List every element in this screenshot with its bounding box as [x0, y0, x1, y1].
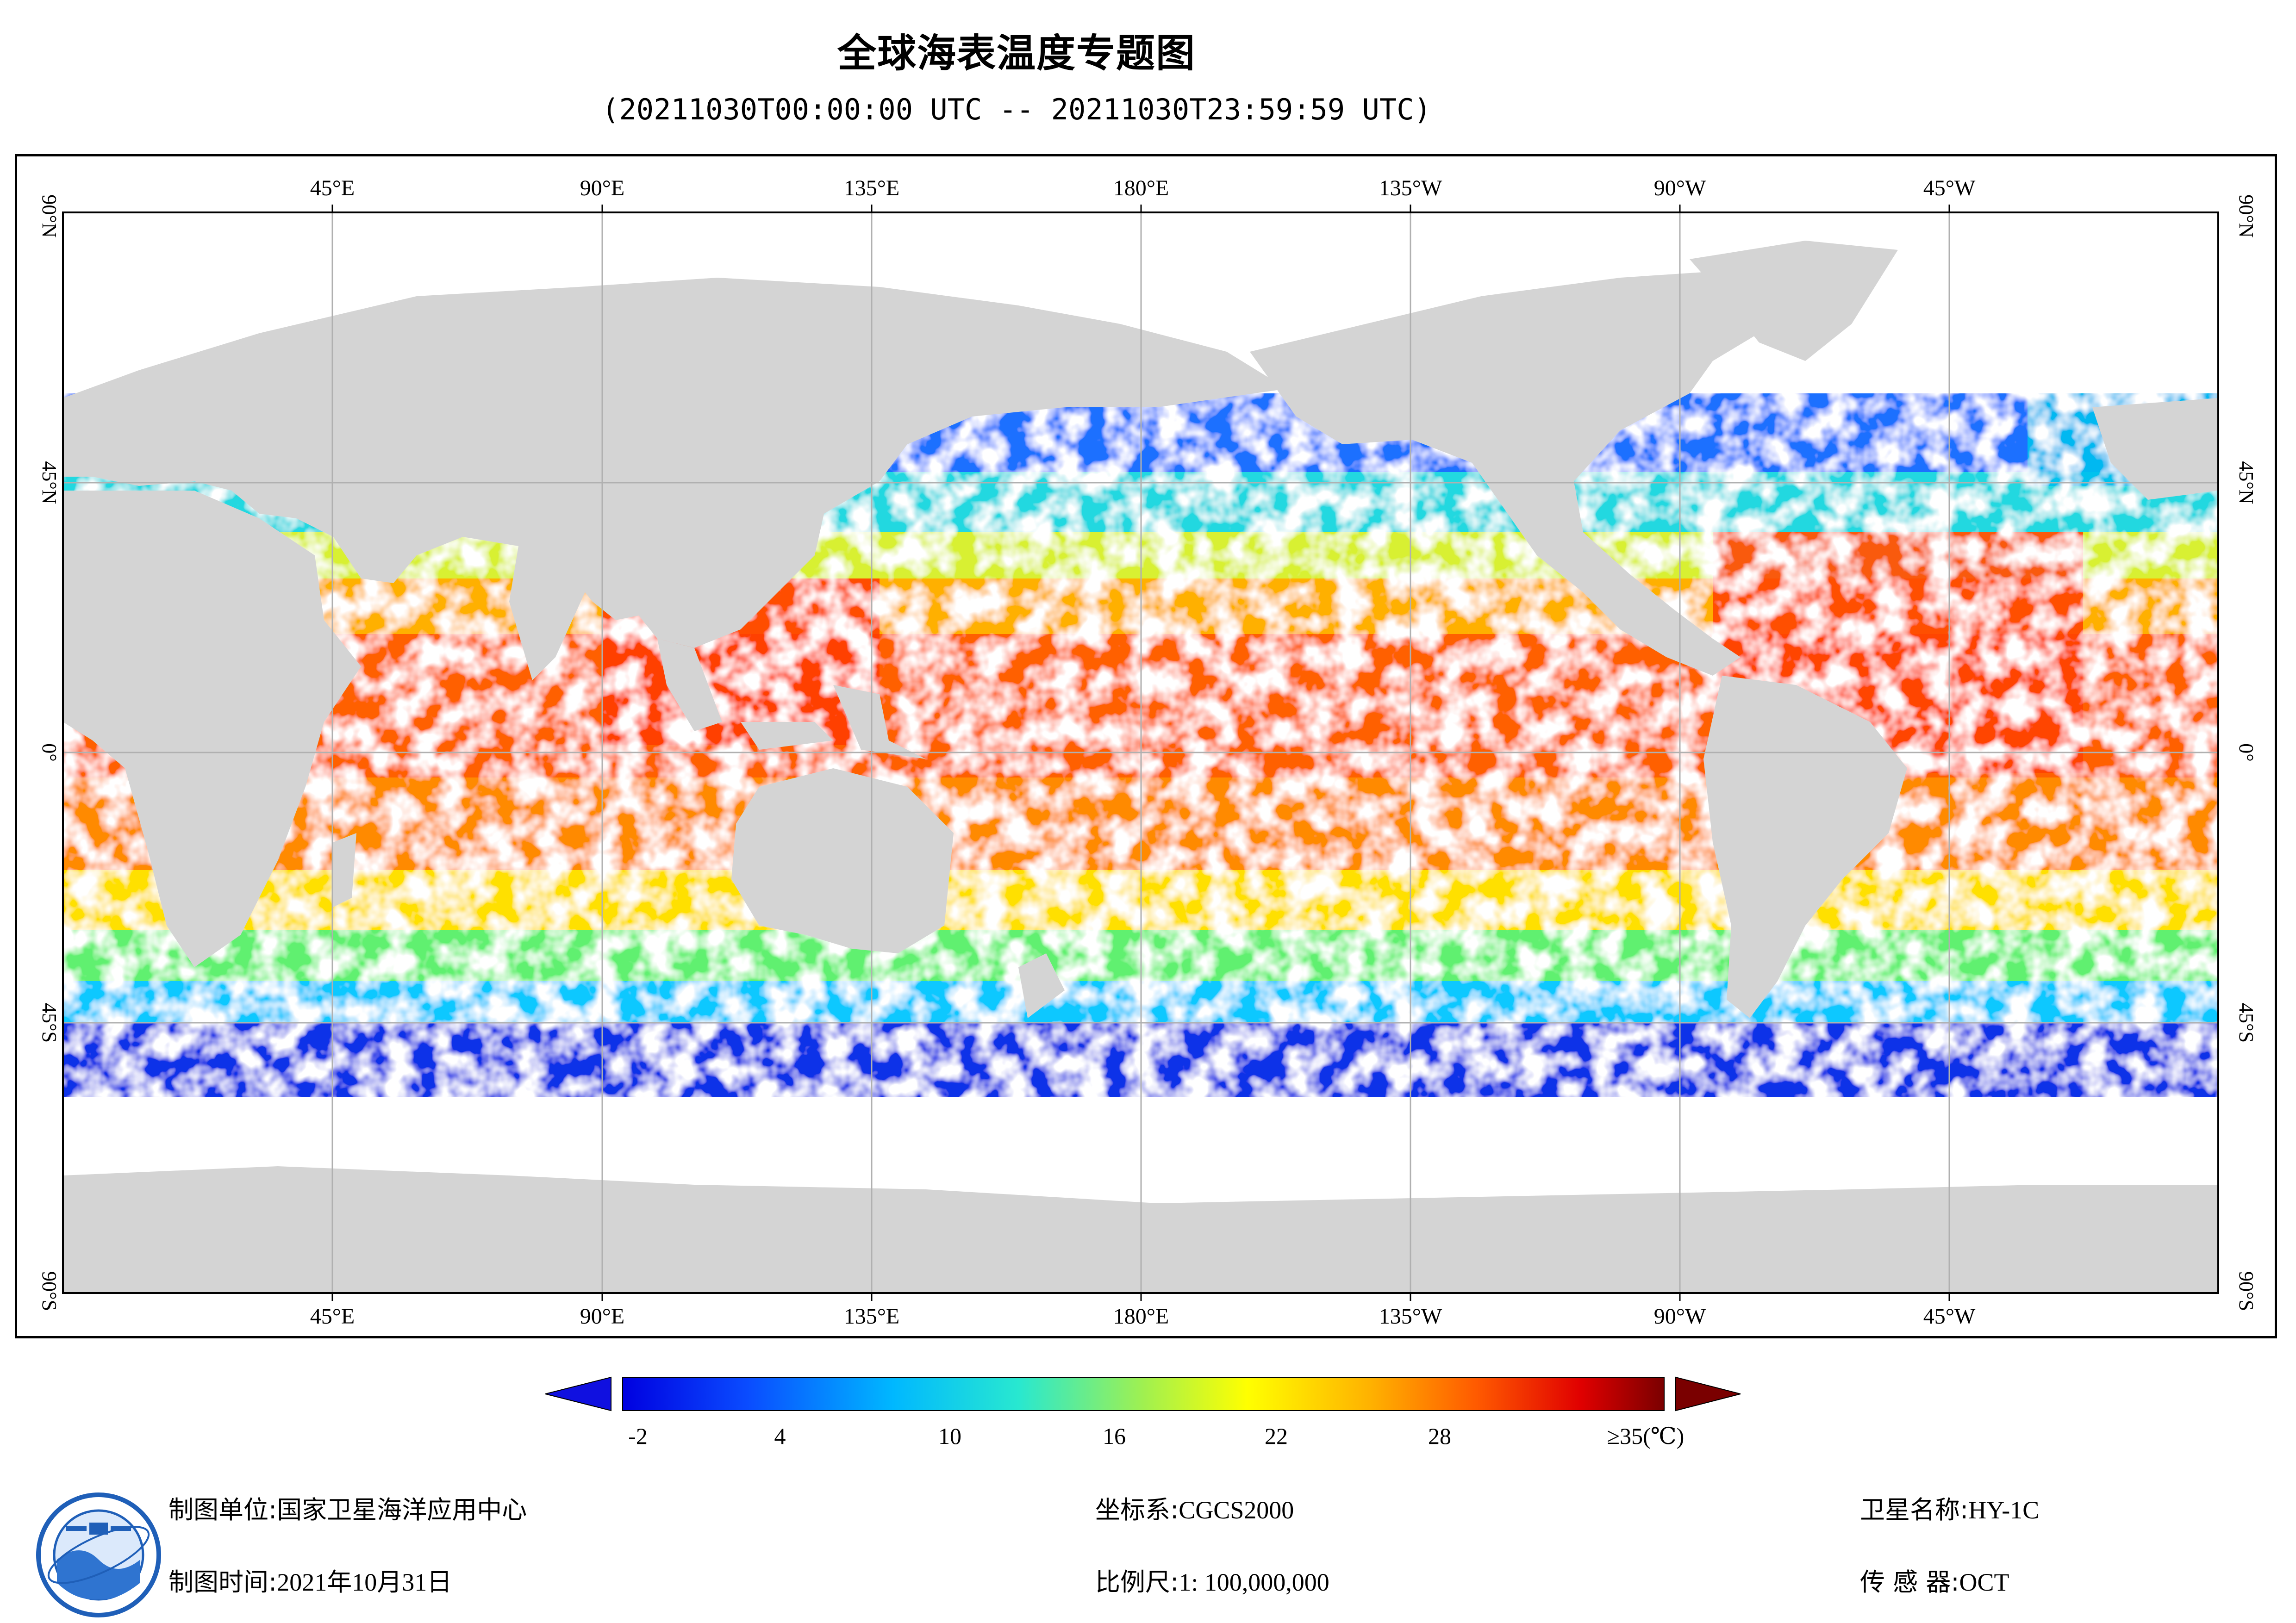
scale-row: 比例尺:1: 100,000,000: [1095, 1561, 1329, 1598]
colorbar-tick: 10: [938, 1423, 961, 1449]
graticule: [63, 212, 2218, 1293]
date-row: 制图时间:2021年10月31日: [168, 1561, 452, 1598]
over-range-arrow: [1675, 1376, 1741, 1412]
lat-label-left: 45°S: [38, 1003, 61, 1043]
lat-label-left: 45°N: [38, 461, 61, 504]
lon-label-bottom: 90°W: [1654, 1304, 1706, 1329]
lat-label-right: 0°: [2235, 743, 2258, 762]
date-label: 制图时间:: [168, 1567, 277, 1597]
lon-label-top: 45°E: [310, 176, 355, 200]
nsoas-logo-icon: [36, 1492, 161, 1617]
producer-row: 制图单位:国家卫星海洋应用中心: [168, 1489, 527, 1526]
colorbar-tick: ≥35(℃): [1607, 1423, 1685, 1449]
lat-label-left: 90°N: [38, 194, 61, 237]
lon-label-top: 135°W: [1379, 176, 1442, 200]
lon-label-bottom: 135°W: [1379, 1304, 1442, 1329]
crs-label: 坐标系:: [1095, 1495, 1179, 1524]
color-legend: -2 4 10 16 22 28 ≥35(℃): [545, 1376, 1741, 1449]
map-title: 全球海表温度专题图: [837, 31, 1196, 76]
lon-label-bottom: 90°E: [580, 1304, 625, 1329]
time-range: (20211030T00:00:00 UTC -- 20211030T23:59…: [602, 93, 1431, 126]
satellite-label: 卫星名称:: [1860, 1495, 1969, 1524]
producer-label: 制图单位:: [168, 1495, 277, 1524]
colorbar-tick: -2: [628, 1423, 648, 1449]
date-value: 2021年10月31日: [277, 1568, 452, 1596]
producer-value: 国家卫星海洋应用中心: [277, 1495, 527, 1524]
scale-value: 1: 100,000,000: [1179, 1568, 1329, 1596]
lon-label-top: 90°W: [1654, 176, 1706, 200]
lon-label-top: 45°W: [1923, 176, 1976, 200]
sensor-row: 传 感 器:OCT: [1860, 1561, 2009, 1598]
map-frame: [15, 154, 2277, 1338]
colorbar-tick: 28: [1428, 1423, 1451, 1449]
colorbar: [622, 1377, 1665, 1411]
lat-label-left: 0°: [38, 743, 61, 762]
colorbar-tick: 16: [1103, 1423, 1126, 1449]
scale-label: 比例尺:: [1095, 1567, 1179, 1597]
colorbar-tick: 22: [1265, 1423, 1288, 1449]
colorbar-tick: 4: [774, 1423, 786, 1449]
lat-label-right: 90°S: [2235, 1271, 2258, 1311]
sensor-value: OCT: [1959, 1568, 2009, 1596]
under-range-arrow: [545, 1376, 611, 1412]
lon-label-bottom: 135°E: [844, 1304, 900, 1329]
crs-value: CGCS2000: [1179, 1496, 1294, 1524]
satellite-value: HY-1C: [1968, 1496, 2040, 1524]
lon-label-bottom: 180°E: [1113, 1304, 1169, 1329]
sensor-label: 传 感 器:: [1860, 1567, 1959, 1597]
lon-label-top: 90°E: [580, 176, 625, 200]
lat-label-right: 90°N: [2235, 194, 2258, 237]
lon-label-top: 180°E: [1113, 176, 1169, 200]
satellite-row: 卫星名称:HY-1C: [1860, 1489, 2039, 1526]
lon-label-top: 135°E: [844, 176, 900, 200]
lat-label-right: 45°N: [2235, 461, 2258, 504]
lon-label-bottom: 45°E: [310, 1304, 355, 1329]
ticks: [331, 205, 1950, 1301]
lon-label-bottom: 45°W: [1923, 1304, 1976, 1329]
crs-row: 坐标系:CGCS2000: [1095, 1489, 1294, 1526]
map-body: [63, 212, 2218, 1293]
lat-label-right: 45°S: [2235, 1003, 2258, 1043]
lat-label-left: 90°S: [38, 1271, 61, 1311]
